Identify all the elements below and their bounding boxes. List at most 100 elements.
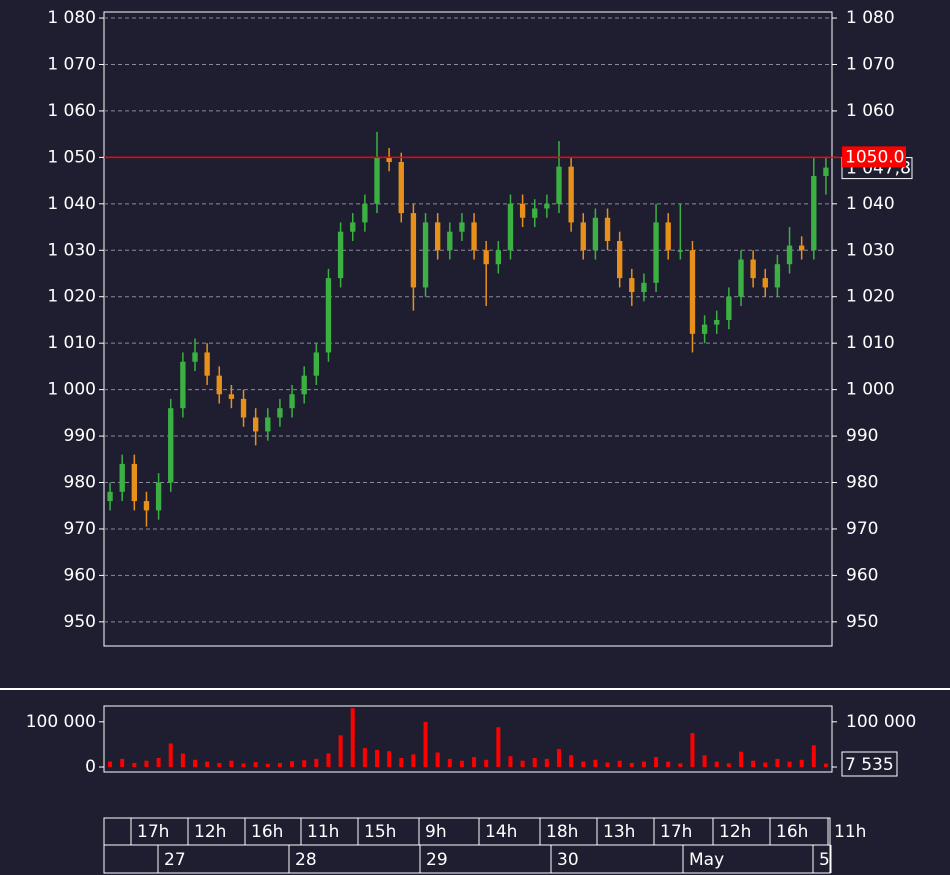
volume-bar bbox=[229, 760, 234, 768]
volume-bar bbox=[690, 733, 695, 768]
candle-body bbox=[216, 375, 222, 395]
volume-bar bbox=[459, 760, 464, 768]
candle-body bbox=[180, 361, 186, 409]
volume-bar bbox=[739, 751, 743, 768]
hour-label: 14h bbox=[485, 822, 517, 842]
volume-bar bbox=[811, 745, 816, 768]
volume-bar bbox=[654, 757, 659, 768]
volume-bar bbox=[751, 760, 756, 768]
candle-body bbox=[726, 296, 732, 320]
volume-bar bbox=[447, 758, 452, 768]
candle-body bbox=[240, 398, 247, 418]
hour-label: 15h bbox=[364, 822, 396, 842]
candle-body bbox=[410, 213, 417, 288]
y-tick-label: 1 000 bbox=[846, 380, 895, 400]
hour-label: 11h bbox=[307, 822, 339, 842]
volume-tick-label: 100 000 bbox=[846, 712, 916, 732]
y-tick-label: 1 030 bbox=[846, 240, 895, 260]
volume-bar bbox=[641, 761, 646, 768]
volume-bar bbox=[411, 754, 416, 768]
candle-body bbox=[143, 501, 150, 511]
volume-bar bbox=[508, 756, 513, 768]
hour-label: 16h bbox=[251, 822, 283, 842]
volume-bar bbox=[205, 761, 210, 768]
volume-bar bbox=[168, 743, 173, 768]
candle-body bbox=[374, 157, 380, 204]
candle-body bbox=[532, 208, 538, 218]
candle-body bbox=[519, 203, 526, 218]
volume-bar bbox=[520, 760, 525, 768]
marks: 950 950 960 960 970 970 980 980 990 990 1 000 1 000… bbox=[26, 8, 916, 874]
volume-bar bbox=[569, 755, 574, 768]
candle-body bbox=[665, 222, 671, 251]
level-label: 1050.0 bbox=[845, 147, 904, 167]
volume-bar bbox=[277, 762, 282, 768]
candle-body bbox=[507, 203, 514, 251]
y-tick-label: 1 060 bbox=[47, 101, 96, 121]
volume-bar bbox=[496, 727, 501, 768]
volume-bar bbox=[787, 761, 792, 768]
candle-body bbox=[192, 352, 198, 362]
candle-body bbox=[252, 417, 259, 432]
y-tick-label: 1 020 bbox=[846, 287, 895, 307]
hour-label: 18h bbox=[546, 822, 578, 842]
hour-label: 13h bbox=[603, 822, 635, 842]
volume-bar bbox=[362, 748, 367, 768]
candle-body bbox=[762, 278, 768, 288]
y-tick-label: 1 000 bbox=[47, 380, 96, 400]
day-label: 27 bbox=[164, 850, 186, 870]
y-tick-label: 1 060 bbox=[846, 101, 895, 121]
y-tick-label: 1 080 bbox=[846, 8, 895, 28]
candle-body bbox=[544, 203, 550, 209]
hour-label: 17h bbox=[137, 822, 169, 842]
volume-bar bbox=[156, 757, 161, 768]
hour-label: 9h bbox=[425, 822, 447, 842]
y-tick-label: 1 040 bbox=[47, 194, 96, 214]
candle-body bbox=[386, 157, 392, 163]
y-tick-label: 950 bbox=[846, 612, 878, 632]
candle-body bbox=[155, 482, 162, 511]
y-tick-label: 960 bbox=[846, 565, 878, 585]
candle-body bbox=[786, 245, 793, 265]
volume-bar bbox=[314, 758, 319, 768]
candle-body bbox=[592, 217, 599, 251]
volume-bar bbox=[557, 748, 561, 768]
candle-body bbox=[337, 231, 344, 279]
candle-body bbox=[701, 324, 708, 334]
volume-bar bbox=[399, 757, 404, 768]
volume-bar bbox=[484, 759, 489, 768]
volume-bar bbox=[593, 759, 598, 768]
y-tick-label: 1 040 bbox=[846, 194, 895, 214]
volume-bar bbox=[132, 762, 137, 768]
volume-bar bbox=[799, 759, 804, 768]
hour-label: 16h bbox=[776, 822, 808, 842]
candle-body bbox=[434, 222, 441, 251]
volume-bar bbox=[532, 757, 537, 768]
y-tick-label: 970 bbox=[64, 519, 96, 539]
volume-bar bbox=[326, 753, 331, 768]
volume-bar bbox=[666, 761, 671, 768]
y-tick-label: 1 010 bbox=[846, 333, 895, 353]
candle-body bbox=[774, 264, 781, 288]
hour-label: 12h bbox=[719, 822, 751, 842]
last-volume-label: 7 535 bbox=[845, 755, 894, 775]
day-label: 28 bbox=[295, 850, 317, 870]
candle-body bbox=[823, 167, 829, 176]
y-tick-label: 1 050 bbox=[47, 147, 96, 167]
volume-bar bbox=[253, 762, 258, 768]
price-panel-frame bbox=[103, 11, 833, 647]
candle-body bbox=[653, 222, 659, 283]
volume-bar bbox=[387, 751, 392, 768]
candle-body bbox=[495, 250, 502, 265]
candle-body bbox=[714, 319, 720, 325]
y-tick-label: 990 bbox=[64, 426, 96, 446]
volume-bar bbox=[338, 735, 343, 768]
volume-bar bbox=[375, 749, 379, 768]
day-label: 30 bbox=[557, 850, 579, 870]
candle-body bbox=[471, 222, 477, 251]
volume-bar bbox=[217, 762, 222, 768]
last-volume-box bbox=[841, 751, 898, 777]
candle-body bbox=[641, 282, 647, 293]
